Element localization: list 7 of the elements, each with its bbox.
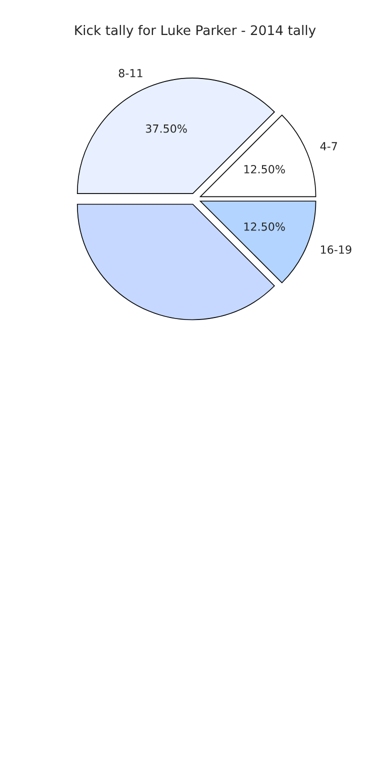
data-label: 12.50% [244,165,285,174]
chart-title: Kick tally for Luke Parker - 2014 tally [75,24,316,38]
data-label: 37.50% [146,124,187,133]
slice-label: 4-7 [320,142,337,150]
slice-label: 8-11 [118,68,142,78]
slice-label: 16-19 [321,245,352,254]
data-label: 12.50% [244,222,285,231]
